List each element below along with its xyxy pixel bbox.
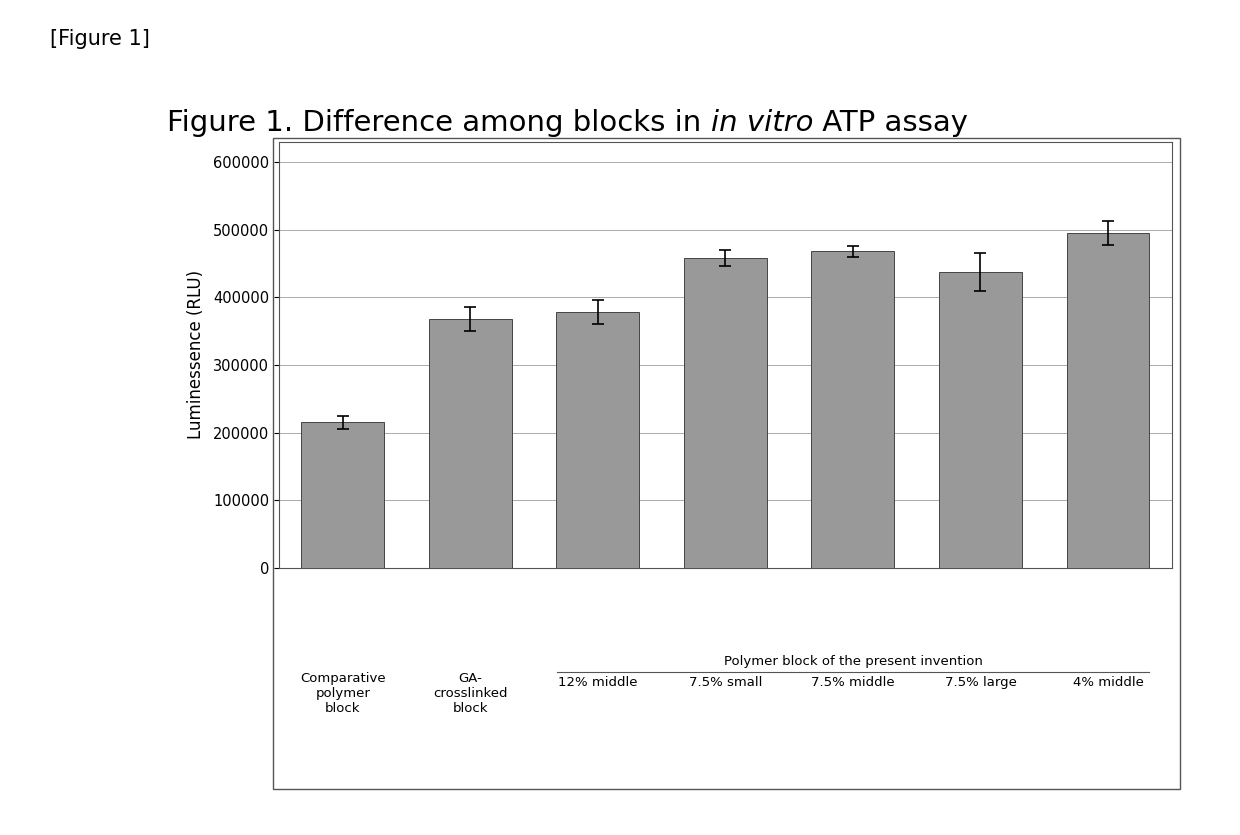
Text: GA-
crosslinked
block: GA- crosslinked block [433, 672, 507, 715]
Text: Comparative
polymer
block: Comparative polymer block [300, 672, 386, 715]
Bar [557, 312, 640, 568]
Text: in vitro: in vitro [711, 109, 813, 137]
Bar [939, 271, 1022, 568]
Bar [811, 251, 894, 568]
Bar [1066, 233, 1149, 568]
Bar [429, 319, 512, 568]
Bar [301, 423, 384, 568]
Text: 12% middle: 12% middle [558, 676, 637, 690]
Text: 7.5% large: 7.5% large [945, 676, 1017, 690]
Text: 7.5% middle: 7.5% middle [811, 676, 895, 690]
Text: ATP assay: ATP assay [813, 109, 968, 137]
Text: Polymer block of the present invention: Polymer block of the present invention [723, 655, 982, 668]
Y-axis label: Luminessence (RLU): Luminessence (RLU) [187, 271, 205, 439]
Text: 7.5% small: 7.5% small [688, 676, 763, 690]
Text: [Figure 1]: [Figure 1] [50, 29, 150, 49]
Bar [684, 258, 766, 568]
Text: 4% middle: 4% middle [1073, 676, 1143, 690]
Text: Figure 1. Difference among blocks in: Figure 1. Difference among blocks in [167, 109, 711, 137]
